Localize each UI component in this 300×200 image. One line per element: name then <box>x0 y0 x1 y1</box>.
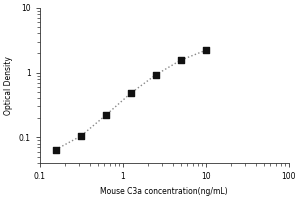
Y-axis label: Optical Density: Optical Density <box>4 56 13 115</box>
X-axis label: Mouse C3a concentration(ng/mL): Mouse C3a concentration(ng/mL) <box>100 187 228 196</box>
Point <box>53 148 58 151</box>
Point <box>203 49 208 52</box>
Point <box>128 92 133 95</box>
Point <box>103 114 108 117</box>
Point <box>79 134 83 138</box>
Point <box>178 59 183 62</box>
Point <box>153 73 158 76</box>
